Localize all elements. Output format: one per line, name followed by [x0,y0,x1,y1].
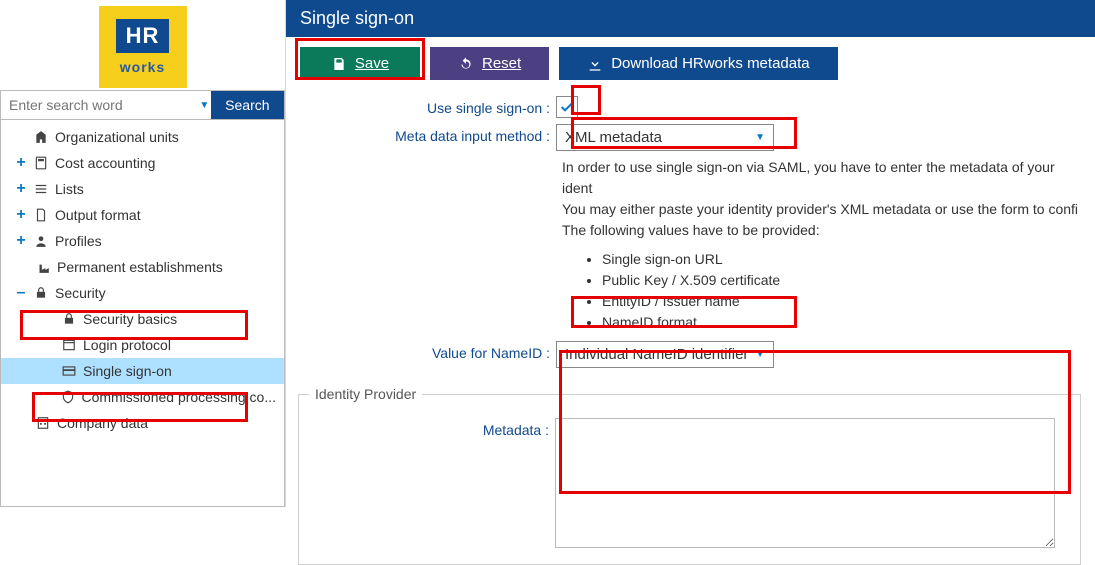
sidebar-item-security[interactable]: – Security [1,280,284,306]
sidebar-item-label: Output format [55,207,141,223]
factory-icon [35,260,51,274]
use-sso-checkbox[interactable] [556,96,578,118]
metadata-label: Metadata : [309,418,555,438]
nameid-value: Individual NameID identifier [565,346,748,363]
logo: HR works [0,0,285,90]
info-bullet: Single sign-on URL [602,249,1081,270]
nameid-label: Value for NameID : [286,341,556,361]
list-icon [33,182,49,196]
download-button-label: Download HRworks metadata [611,55,809,72]
sidebar-item-cost-accounting[interactable]: + Cost accounting [1,150,284,176]
sidebar-item-label: Security basics [83,311,177,327]
sidebar-item-label: Lists [55,181,84,197]
sidebar-item-login-protocol[interactable]: Login protocol [1,332,284,358]
download-icon [587,56,603,72]
check-icon [559,99,575,115]
nav-tree[interactable]: + Organizational units + Cost accounting… [0,119,285,507]
sidebar-item-label: Organizational units [55,129,179,145]
protocol-icon [61,338,77,352]
sidebar-item-permanent-establishments[interactable]: Permanent establishments [1,254,284,280]
chevron-down-icon: ▼ [755,132,765,143]
building-icon [33,130,49,144]
logo-top: HR [116,19,170,53]
info-bullet: Public Key / X.509 certificate [602,270,1081,291]
sidebar-item-label: Login protocol [83,337,171,353]
sidebar-item-label: Commissioned processing co... [81,389,276,405]
sidebar-item-label: Cost accounting [55,155,155,171]
sidebar-item-label: Security [55,285,106,301]
reset-button-label: Reset [482,55,521,72]
chevron-down-icon: ▼ [755,349,765,360]
save-icon [331,56,347,72]
sidebar-item-label: Single sign-on [83,363,172,379]
sidebar-item-label: Company data [57,415,148,431]
info-line: The following values have to be provided… [562,220,1081,241]
expand-icon[interactable]: + [15,156,27,170]
expand-icon[interactable]: + [15,208,27,222]
logo-bottom: works [120,59,165,75]
user-icon [33,234,49,248]
office-icon [35,416,51,430]
search-dropdown-caret[interactable]: ▼ [198,91,211,119]
info-line: You may either paste your identity provi… [562,199,1081,220]
info-bullet: EntityID / Issuer name [602,291,1081,312]
search-row: ▼ Search [0,90,285,119]
document-icon [33,208,49,222]
sidebar-item-company-data[interactable]: Company data [1,410,284,436]
lock-icon [33,286,49,300]
main-content: Single sign-on Save Reset Download HRwor… [286,0,1095,507]
meta-method-select[interactable]: XML metadata ▼ [556,124,774,151]
sidebar-item-output-format[interactable]: + Output format [1,202,284,228]
sidebar-item-single-sign-on[interactable]: Single sign-on [1,358,284,384]
page-title: Single sign-on [286,0,1095,37]
idp-legend: Identity Provider [309,386,422,402]
nameid-select[interactable]: Individual NameID identifier ▼ [556,341,774,368]
meta-method-value: XML metadata [565,129,662,146]
card-icon [61,364,77,378]
info-bullet: NameID format [602,312,1081,333]
meta-method-label: Meta data input method : [286,124,556,144]
sidebar-item-label: Permanent establishments [57,259,223,275]
identity-provider-fieldset: Identity Provider Metadata : [298,386,1081,565]
sidebar-item-commissioned-processing[interactable]: Commissioned processing co... [1,384,284,410]
shield-icon [61,390,75,404]
expand-icon[interactable]: + [15,234,27,248]
sidebar-item-lists[interactable]: + Lists [1,176,284,202]
reset-button[interactable]: Reset [430,47,549,80]
sidebar-item-security-basics[interactable]: Security basics [1,306,284,332]
save-button[interactable]: Save [300,47,420,80]
calculator-icon [33,156,49,170]
sidebar-item-profiles[interactable]: + Profiles [1,228,284,254]
reset-icon [458,56,474,72]
metadata-textarea[interactable] [555,418,1055,548]
lock-icon [61,312,77,326]
expand-icon[interactable]: + [15,182,27,196]
sidebar: HR works ▼ Search + Organizational units… [0,0,286,507]
form-area: Use single sign-on : Meta data input met… [286,90,1095,565]
download-metadata-button[interactable]: Download HRworks metadata [559,47,837,80]
info-text: In order to use single sign-on via SAML,… [562,157,1081,333]
info-line: In order to use single sign-on via SAML,… [562,157,1081,199]
search-button[interactable]: Search [211,91,284,119]
toolbar: Save Reset Download HRworks metadata [286,37,1095,90]
sidebar-item-label: Profiles [55,233,102,249]
collapse-icon[interactable]: – [15,286,27,300]
sidebar-item-org-units[interactable]: + Organizational units [1,124,284,150]
use-sso-label: Use single sign-on : [286,96,556,116]
search-input[interactable] [1,91,198,119]
save-button-label: Save [355,55,389,72]
